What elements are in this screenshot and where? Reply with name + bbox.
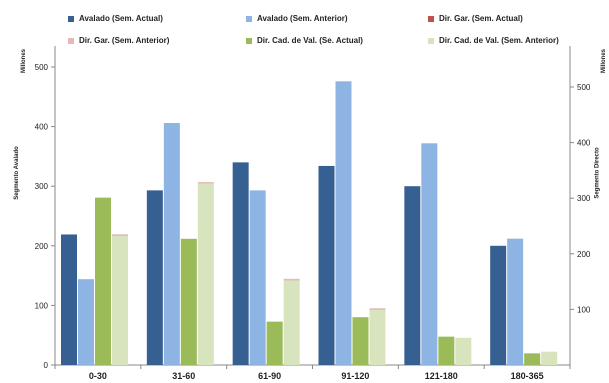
legend-item-avalado-actual: Avalado (Sem. Actual) bbox=[68, 14, 163, 23]
chart-legend: Avalado (Sem. Actual) Avalado (Sem. Ante… bbox=[0, 0, 609, 50]
right-tick-label: 200 bbox=[577, 250, 591, 259]
x-tick-label: 121-180 bbox=[425, 371, 458, 381]
bar-avalado-anterior bbox=[78, 279, 94, 365]
bar-dircad-anterior bbox=[197, 183, 214, 365]
legend-swatch bbox=[428, 37, 434, 44]
bar-avalado-actual bbox=[146, 190, 163, 365]
right-tick-label: 300 bbox=[577, 194, 591, 203]
legend-item-dircad-actual: Dir. Cad. de Val. (Se. Actual) bbox=[246, 36, 363, 45]
bar-dirgar-anterior bbox=[112, 234, 128, 237]
x-tick-label: 61-90 bbox=[258, 371, 281, 381]
bar-dircad-actual bbox=[352, 317, 369, 365]
legend-label: Dir. Gar. (Sem. Actual) bbox=[439, 14, 523, 23]
bar-dircad-actual bbox=[266, 321, 283, 365]
bar-avalado-actual bbox=[404, 186, 421, 365]
legend-label: Dir. Cad. de Val. (Se. Actual) bbox=[257, 36, 363, 45]
bar-avalado-anterior bbox=[163, 123, 180, 365]
x-tick-label: 0-30 bbox=[89, 371, 107, 381]
bar-dircad-actual bbox=[180, 238, 197, 365]
left-tick-label: 100 bbox=[35, 301, 49, 310]
bar-dircad-actual bbox=[95, 197, 111, 365]
legend-label: Dir. Gar. (Sem. Anterior) bbox=[79, 36, 170, 45]
legend-item-dircad-anterior: Dir. Cad. de Val. (Sem. Anterior) bbox=[428, 36, 559, 45]
legend-label: Avalado (Sem. Anterior) bbox=[257, 14, 348, 23]
left-tick-label: 400 bbox=[35, 123, 49, 132]
legend-label: Dir. Cad. de Val. (Sem. Anterior) bbox=[439, 36, 559, 45]
legend-swatch bbox=[428, 15, 434, 22]
legend-item-dirgar-actual: Dir. Gar. (Sem. Actual) bbox=[428, 14, 523, 23]
bar-avalado-actual bbox=[232, 162, 249, 365]
legend-swatch bbox=[68, 37, 74, 44]
bar-avalado-actual bbox=[490, 245, 507, 365]
bar-dircad-anterior bbox=[455, 337, 472, 365]
left-tick-label: 500 bbox=[35, 63, 49, 72]
legend-item-avalado-anterior: Avalado (Sem. Anterior) bbox=[246, 14, 348, 23]
legend-swatch bbox=[246, 37, 252, 44]
bar-avalado-actual bbox=[61, 234, 77, 365]
bar-dircad-anterior bbox=[283, 280, 300, 365]
bar-dirgar-anterior bbox=[369, 308, 386, 310]
legend-swatch bbox=[246, 15, 252, 22]
legend-swatch bbox=[68, 15, 74, 22]
bar-avalado-actual bbox=[318, 165, 335, 365]
right-tick-label: 400 bbox=[577, 139, 591, 148]
bar-dircad-actual bbox=[438, 336, 455, 365]
right-tick-label: 100 bbox=[577, 305, 591, 314]
x-tick-label: 31-60 bbox=[172, 371, 195, 381]
bar-dirgar-anterior bbox=[197, 182, 214, 184]
legend-item-dirgar-anterior: Dir. Gar. (Sem. Anterior) bbox=[68, 36, 169, 45]
bar-avalado-anterior bbox=[249, 190, 266, 365]
bar-dircad-actual bbox=[524, 353, 541, 365]
bar-avalado-anterior bbox=[421, 143, 438, 365]
right-tick-label: 500 bbox=[577, 83, 591, 92]
x-tick-label: 91-120 bbox=[341, 371, 369, 381]
bar-avalado-anterior bbox=[507, 238, 524, 365]
bar-dircad-anterior bbox=[369, 309, 386, 365]
left-tick-label: 200 bbox=[35, 242, 49, 251]
bar-avalado-anterior bbox=[335, 81, 352, 365]
bar-dircad-anterior bbox=[541, 351, 558, 365]
bar-dirgar-anterior bbox=[283, 278, 300, 281]
left-tick-label: 300 bbox=[35, 182, 49, 191]
legend-label: Avalado (Sem. Actual) bbox=[79, 14, 163, 23]
left-tick-label: 0 bbox=[44, 361, 49, 370]
bar-dircad-anterior bbox=[112, 236, 128, 365]
x-tick-label: 180-365 bbox=[511, 371, 544, 381]
